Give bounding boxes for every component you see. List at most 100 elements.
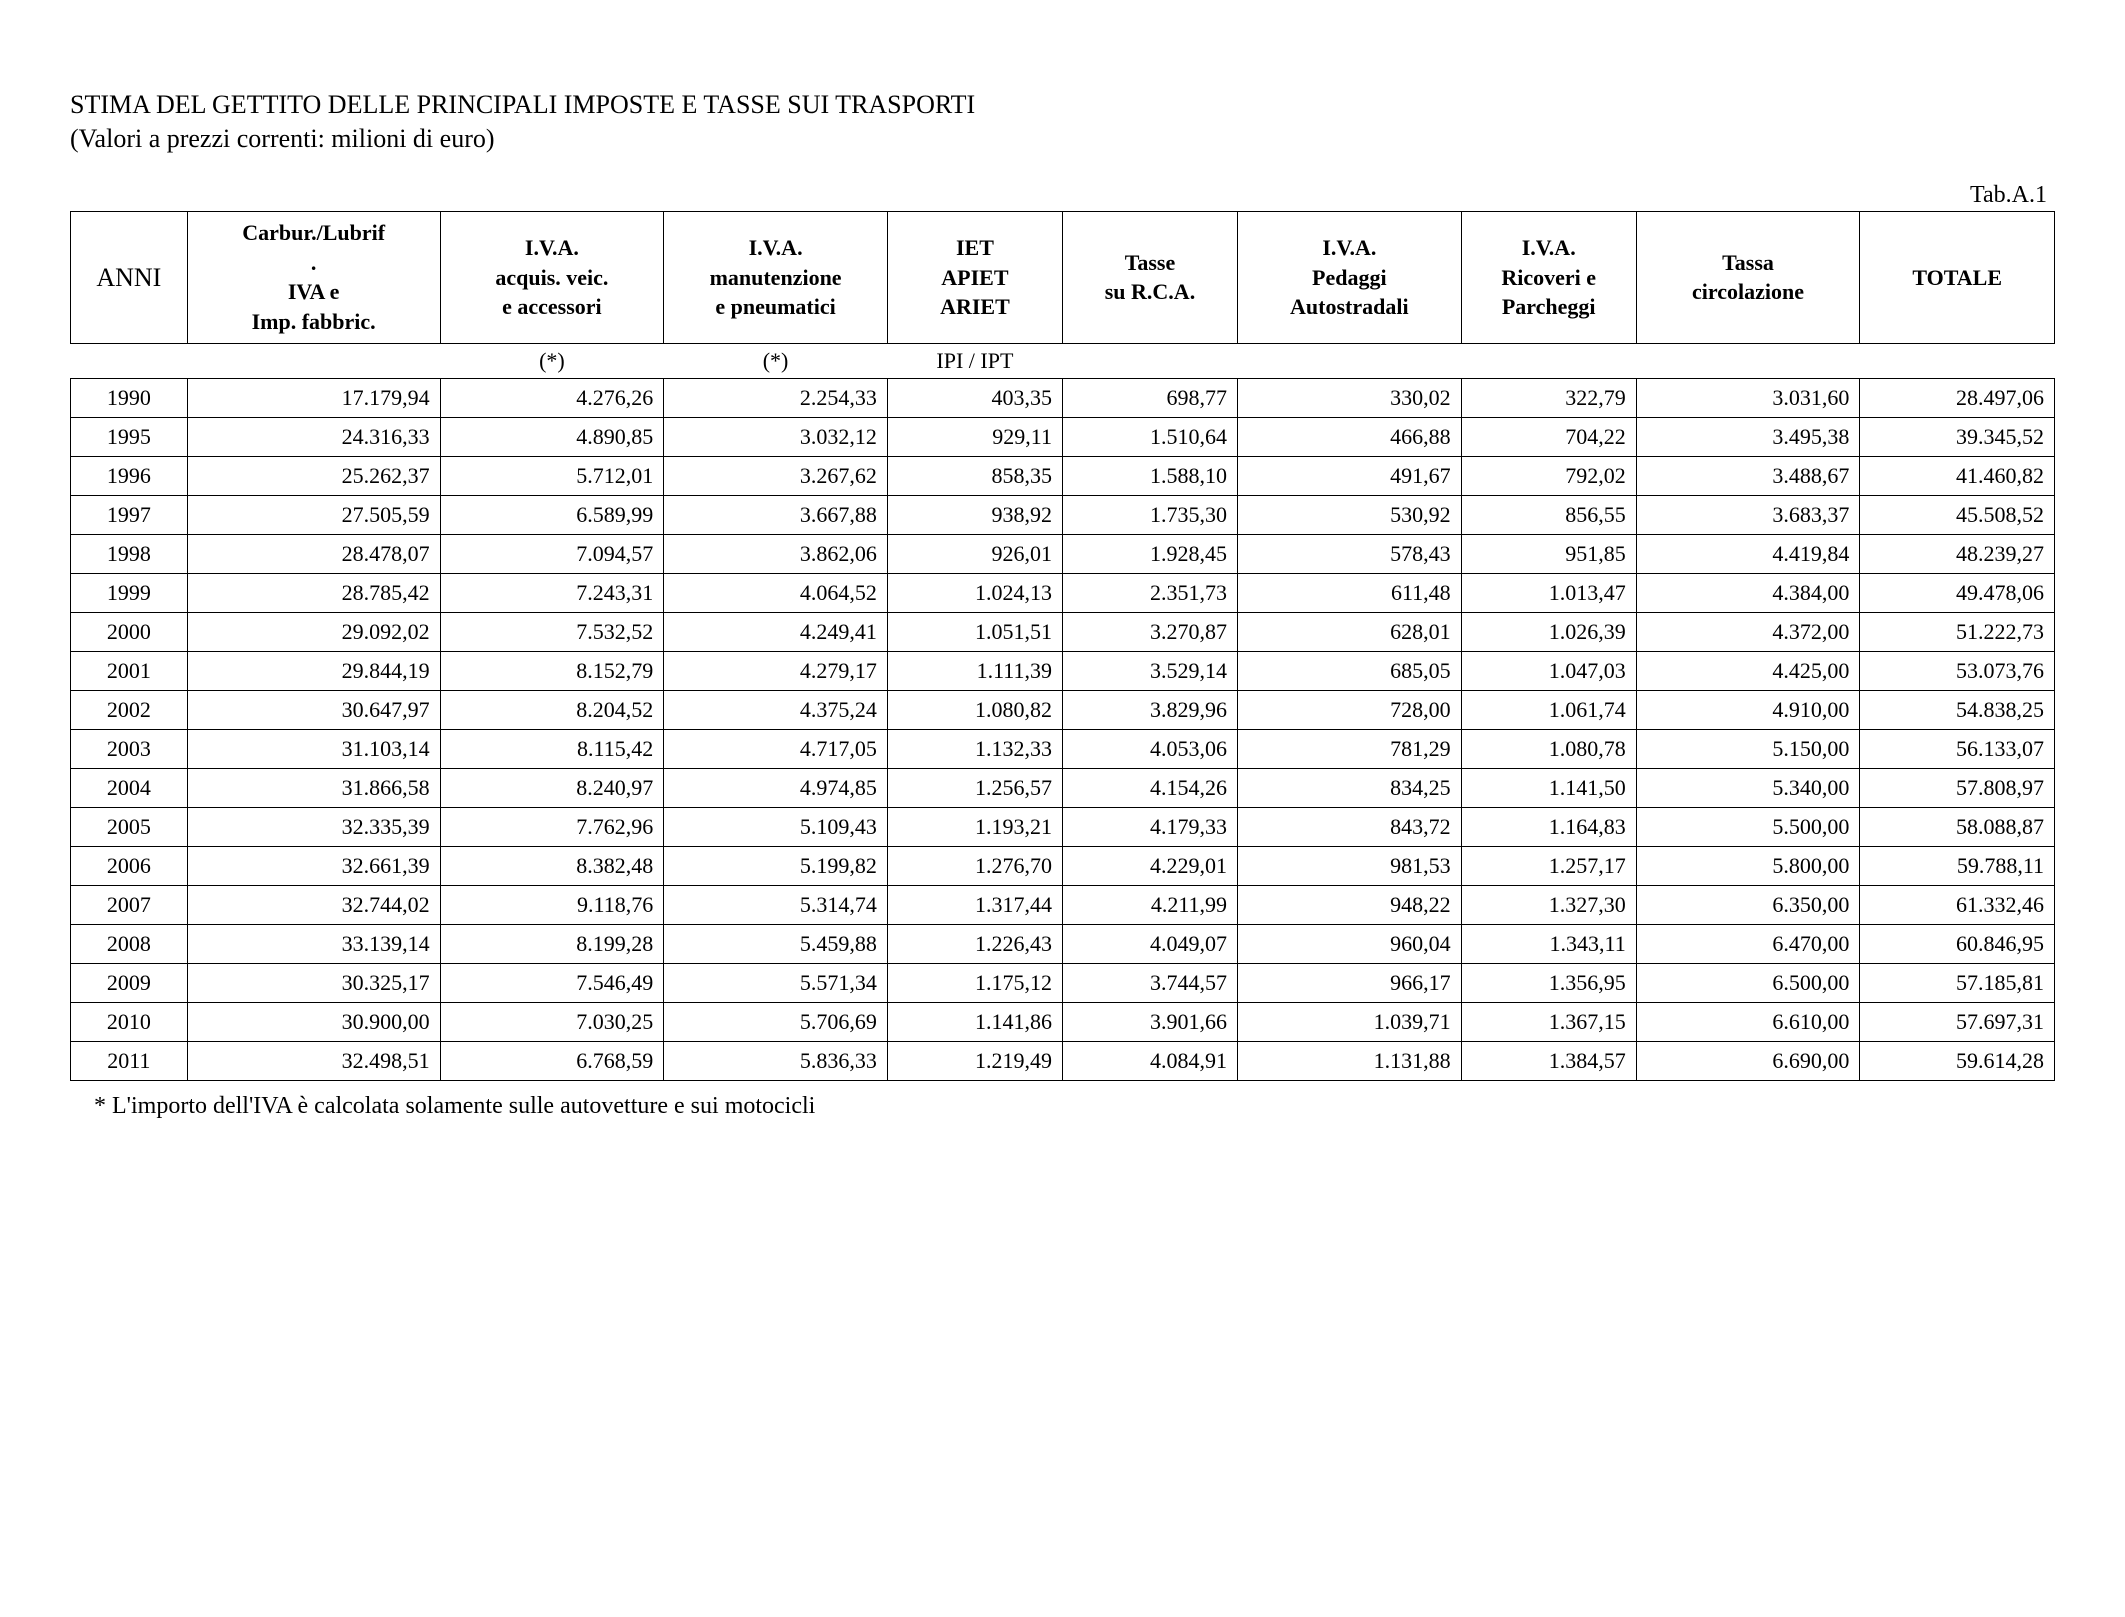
value-cell: 1.384,57 [1461, 1041, 1636, 1080]
value-cell: 1.175,12 [887, 963, 1062, 1002]
value-cell: 5.706,69 [664, 1002, 888, 1041]
year-cell: 2004 [71, 768, 188, 807]
value-cell: 3.488,67 [1636, 456, 1860, 495]
value-cell: 1.013,47 [1461, 573, 1636, 612]
table-row: 201132.498,516.768,595.836,331.219,494.0… [71, 1041, 2055, 1080]
value-cell: 5.340,00 [1636, 768, 1860, 807]
value-cell: 1.111,39 [887, 651, 1062, 690]
value-cell: 3.267,62 [664, 456, 888, 495]
column-note-c4: IPI / IPT [887, 343, 1062, 378]
value-cell: 3.031,60 [1636, 378, 1860, 417]
table-row: 199625.262,375.712,013.267,62858,351.588… [71, 456, 2055, 495]
value-cell: 4.974,85 [664, 768, 888, 807]
value-cell: 28.785,42 [187, 573, 440, 612]
value-cell: 5.314,74 [664, 885, 888, 924]
column-header-c4: IETAPIETARIET [887, 212, 1062, 344]
column-header-c2: I.V.A.acquis. veic.e accessori [440, 212, 664, 344]
value-cell: 7.762,96 [440, 807, 664, 846]
value-cell: 1.080,78 [1461, 729, 1636, 768]
table-header-row: ANNICarbur./Lubrif.IVA eImp. fabbric.I.V… [71, 212, 2055, 344]
table-row: 201030.900,007.030,255.706,691.141,863.9… [71, 1002, 2055, 1041]
document-title: STIMA DEL GETTITO DELLE PRINCIPALI IMPOS… [70, 90, 2055, 120]
value-cell: 4.229,01 [1062, 846, 1237, 885]
value-cell: 4.384,00 [1636, 573, 1860, 612]
table-body: 199017.179,944.276,262.254,33403,35698,7… [71, 378, 2055, 1080]
value-cell: 61.332,46 [1860, 885, 2055, 924]
value-cell: 330,02 [1238, 378, 1462, 417]
value-cell: 628,01 [1238, 612, 1462, 651]
column-note-c2: (*) [440, 343, 664, 378]
year-cell: 2001 [71, 651, 188, 690]
value-cell: 29.092,02 [187, 612, 440, 651]
value-cell: 41.460,82 [1860, 456, 2055, 495]
table-row: 200029.092,027.532,524.249,411.051,513.2… [71, 612, 2055, 651]
value-cell: 49.478,06 [1860, 573, 2055, 612]
value-cell: 1.317,44 [887, 885, 1062, 924]
column-note-c8 [1636, 343, 1860, 378]
year-cell: 2007 [71, 885, 188, 924]
column-note-c3: (*) [664, 343, 888, 378]
value-cell: 1.343,11 [1461, 924, 1636, 963]
value-cell: 9.118,76 [440, 885, 664, 924]
value-cell: 3.529,14 [1062, 651, 1237, 690]
value-cell: 926,01 [887, 534, 1062, 573]
value-cell: 59.788,11 [1860, 846, 2055, 885]
value-cell: 1.327,30 [1461, 885, 1636, 924]
value-cell: 33.139,14 [187, 924, 440, 963]
value-cell: 5.712,01 [440, 456, 664, 495]
value-cell: 704,22 [1461, 417, 1636, 456]
value-cell: 4.179,33 [1062, 807, 1237, 846]
value-cell: 4.053,06 [1062, 729, 1237, 768]
value-cell: 32.661,39 [187, 846, 440, 885]
table-label: Tab.A.1 [70, 182, 2055, 209]
year-cell: 2009 [71, 963, 188, 1002]
value-cell: 30.325,17 [187, 963, 440, 1002]
value-cell: 1.132,33 [887, 729, 1062, 768]
value-cell: 7.546,49 [440, 963, 664, 1002]
value-cell: 1.039,71 [1238, 1002, 1462, 1041]
table-row: 199928.785,427.243,314.064,521.024,132.3… [71, 573, 2055, 612]
value-cell: 938,92 [887, 495, 1062, 534]
table-row: 200129.844,198.152,794.279,171.111,393.5… [71, 651, 2055, 690]
column-note-anni [71, 343, 188, 378]
value-cell: 3.270,87 [1062, 612, 1237, 651]
value-cell: 7.243,31 [440, 573, 664, 612]
value-cell: 3.862,06 [664, 534, 888, 573]
value-cell: 1.080,82 [887, 690, 1062, 729]
value-cell: 728,00 [1238, 690, 1462, 729]
value-cell: 5.199,82 [664, 846, 888, 885]
value-cell: 322,79 [1461, 378, 1636, 417]
value-cell: 30.900,00 [187, 1002, 440, 1041]
value-cell: 57.697,31 [1860, 1002, 2055, 1041]
value-cell: 3.901,66 [1062, 1002, 1237, 1041]
value-cell: 5.459,88 [664, 924, 888, 963]
value-cell: 24.316,33 [187, 417, 440, 456]
table-header-notes-row: (*)(*)IPI / IPT [71, 343, 2055, 378]
value-cell: 58.088,87 [1860, 807, 2055, 846]
year-cell: 1997 [71, 495, 188, 534]
value-cell: 48.239,27 [1860, 534, 2055, 573]
year-cell: 2002 [71, 690, 188, 729]
value-cell: 39.345,52 [1860, 417, 2055, 456]
value-cell: 1.928,45 [1062, 534, 1237, 573]
value-cell: 4.064,52 [664, 573, 888, 612]
value-cell: 698,77 [1062, 378, 1237, 417]
value-cell: 8.240,97 [440, 768, 664, 807]
table-row: 200930.325,177.546,495.571,341.175,123.7… [71, 963, 2055, 1002]
table-row: 200532.335,397.762,965.109,431.193,214.1… [71, 807, 2055, 846]
year-cell: 1999 [71, 573, 188, 612]
year-cell: 1998 [71, 534, 188, 573]
value-cell: 4.717,05 [664, 729, 888, 768]
value-cell: 2.351,73 [1062, 573, 1237, 612]
value-cell: 1.588,10 [1062, 456, 1237, 495]
table-row: 200431.866,588.240,974.974,851.256,574.1… [71, 768, 2055, 807]
value-cell: 856,55 [1461, 495, 1636, 534]
year-cell: 1995 [71, 417, 188, 456]
value-cell: 1.356,95 [1461, 963, 1636, 1002]
year-cell: 1990 [71, 378, 188, 417]
value-cell: 4.425,00 [1636, 651, 1860, 690]
value-cell: 53.073,76 [1860, 651, 2055, 690]
column-note-c7 [1461, 343, 1636, 378]
value-cell: 28.497,06 [1860, 378, 2055, 417]
value-cell: 28.478,07 [187, 534, 440, 573]
